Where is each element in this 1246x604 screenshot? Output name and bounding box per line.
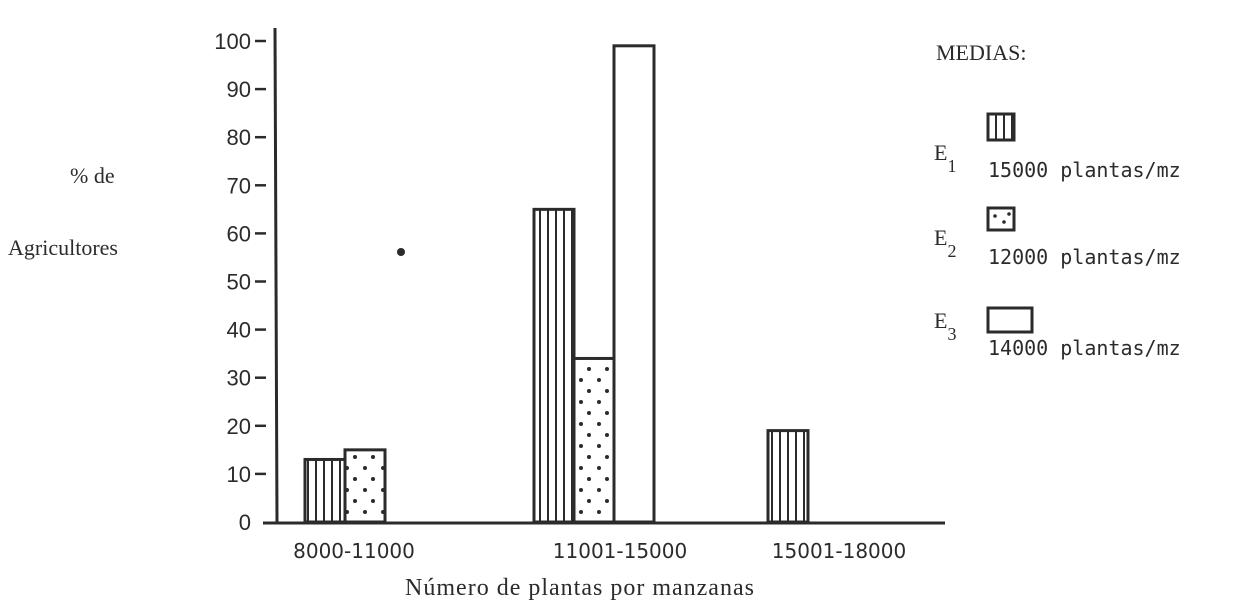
x-tick-label: 8000-11000 [293, 539, 415, 563]
y-tick-label: 10 [227, 462, 251, 487]
legend: MEDIAS: E1 15000 plantas/mz E2 12000 pla… [934, 40, 1181, 360]
legend-swatch-e3 [986, 306, 1034, 334]
legend-item-e1-label: E1 [934, 140, 956, 176]
y-tick-label: 0 [239, 510, 251, 535]
y-tick-label: 30 [227, 366, 251, 391]
legend-item-e2-value: 12000 plantas/mz [988, 245, 1181, 269]
y-tick-label: 100 [214, 29, 251, 54]
legend-swatch-e2-dot [1007, 212, 1011, 216]
bar-e1-2 [532, 207, 576, 524]
y-tick-label: 20 [227, 414, 251, 439]
legend-item-e2-label: E2 [934, 225, 956, 261]
bars-group [303, 44, 810, 524]
bar-e1-1 [303, 457, 347, 524]
category-labels: 8000-11000 11001-15000 15001-18000 [293, 539, 906, 563]
legend-item-e3-value: 14000 plantas/mz [988, 336, 1181, 360]
y-axis-line [273, 27, 279, 525]
y-tick-label: 80 [227, 125, 251, 150]
legend-item-e1-value: 15000 plantas/mz [988, 158, 1181, 182]
y-axis-title-line1: % de [70, 163, 115, 188]
y-axis-ticks: 0 10 20 30 40 50 60 70 80 90 100 [214, 29, 266, 535]
bar-e3-2 [612, 44, 656, 524]
x-tick-label: 11001-15000 [553, 539, 687, 563]
bar-e1-3 [766, 429, 810, 524]
legend-swatch-e1 [986, 112, 1016, 142]
legend-swatch-e2-dot [1002, 220, 1006, 224]
y-tick-label: 60 [227, 221, 251, 246]
x-tick-label: 15001-18000 [772, 539, 906, 563]
stray-dot [397, 248, 405, 256]
y-tick-label: 50 [227, 270, 251, 295]
legend-item-e2: E2 12000 plantas/mz [934, 206, 1181, 269]
bar-e2-2 [572, 356, 616, 524]
y-tick-label: 70 [227, 173, 251, 198]
y-axis-title-line2: Agricultores [8, 235, 118, 260]
legend-item-e1: E1 15000 plantas/mz [934, 112, 1181, 182]
legend-item-e3: E3 14000 plantas/mz [934, 306, 1181, 360]
y-tick-label: 90 [227, 77, 251, 102]
x-axis-title: Número de plantas por manzanas [405, 575, 755, 601]
legend-item-e3-label: E3 [934, 308, 956, 344]
legend-title: MEDIAS: [936, 40, 1026, 65]
legend-swatch-e2-dot [993, 214, 997, 218]
legend-swatch-e2 [986, 206, 1016, 232]
bar-e2-1 [343, 448, 387, 524]
y-tick-label: 40 [227, 318, 251, 343]
